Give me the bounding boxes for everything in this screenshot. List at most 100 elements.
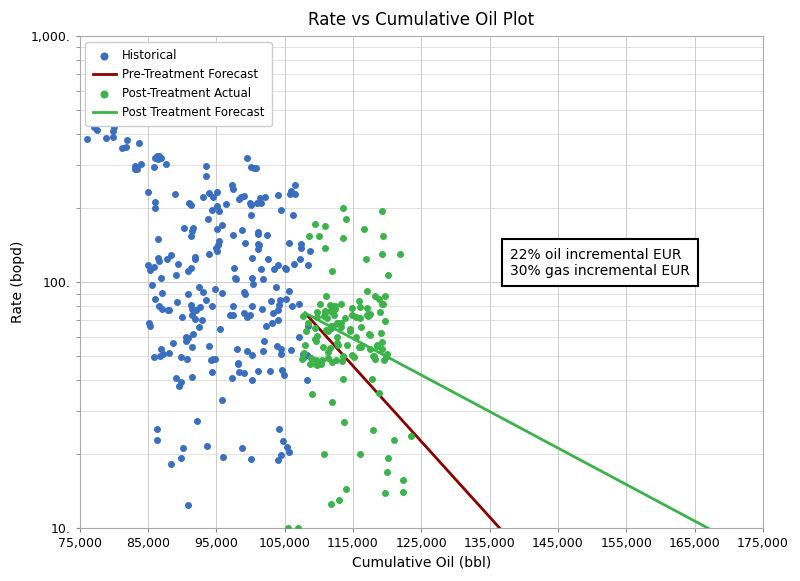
Post-Treatment Actual xyxy=(366,351,379,360)
Post-Treatment Actual xyxy=(405,432,418,441)
Historical xyxy=(154,274,167,283)
Historical xyxy=(200,171,213,181)
Post-Treatment Actual xyxy=(362,311,375,320)
Post-Treatment Actual xyxy=(378,356,390,365)
Post-Treatment Actual xyxy=(298,349,310,358)
Historical xyxy=(165,460,178,469)
Post-Treatment Actual xyxy=(382,453,394,462)
Historical xyxy=(210,246,223,255)
Post-Treatment Actual xyxy=(364,330,377,339)
Historical xyxy=(283,189,296,199)
Post-Treatment Actual xyxy=(330,318,343,328)
Historical xyxy=(253,241,266,250)
Historical xyxy=(149,153,162,163)
Historical xyxy=(210,202,223,211)
Historical xyxy=(272,315,285,325)
Post-Treatment Actual xyxy=(299,327,312,336)
Historical xyxy=(184,300,197,310)
Post-Treatment Actual xyxy=(359,255,372,264)
Post-Treatment Actual xyxy=(327,321,340,330)
Historical xyxy=(210,187,223,196)
Post-Treatment Actual xyxy=(340,485,353,494)
Post-Treatment Actual xyxy=(344,327,357,336)
Post-Treatment Actual xyxy=(364,309,377,318)
Historical xyxy=(208,284,221,293)
Historical xyxy=(202,215,214,224)
Post-Treatment Actual xyxy=(282,523,294,533)
Historical xyxy=(150,424,163,433)
Historical xyxy=(203,341,216,350)
Historical xyxy=(157,350,170,359)
Post Treatment Forecast xyxy=(300,310,310,317)
Historical xyxy=(131,164,144,173)
Post-Treatment Actual xyxy=(378,291,391,300)
Post-Treatment Actual xyxy=(310,308,323,317)
Historical xyxy=(148,262,161,271)
Post Treatment Forecast xyxy=(703,525,713,532)
Post-Treatment Actual xyxy=(314,299,327,309)
Post-Treatment Actual xyxy=(310,332,323,341)
Historical xyxy=(216,220,229,229)
Historical xyxy=(143,266,156,275)
Historical xyxy=(147,163,160,172)
Post-Treatment Actual xyxy=(369,354,382,364)
Post-Treatment Actual xyxy=(346,303,358,313)
Post-Treatment Actual xyxy=(378,489,391,498)
Historical xyxy=(266,319,278,328)
Post-Treatment Actual xyxy=(372,389,385,398)
Historical xyxy=(182,266,194,275)
Historical xyxy=(206,368,218,377)
Post-Treatment Actual xyxy=(292,523,305,533)
Historical xyxy=(152,152,165,161)
Post-Treatment Actual xyxy=(326,267,338,276)
Historical xyxy=(189,315,202,324)
Historical xyxy=(227,264,240,273)
Historical xyxy=(237,191,250,200)
Historical xyxy=(107,116,120,125)
Historical xyxy=(273,300,286,310)
Historical xyxy=(206,192,219,201)
Historical xyxy=(206,302,218,311)
Historical xyxy=(179,336,192,346)
Historical xyxy=(282,447,295,457)
Post-Treatment Actual xyxy=(323,343,336,352)
Post-Treatment Actual xyxy=(317,342,330,352)
Historical xyxy=(165,251,178,260)
Historical xyxy=(286,210,299,219)
Historical xyxy=(153,302,166,311)
Historical xyxy=(231,358,244,367)
Post-Treatment Actual xyxy=(346,311,358,320)
Historical xyxy=(255,198,268,207)
Historical xyxy=(173,382,186,391)
Historical xyxy=(174,352,187,361)
Historical xyxy=(184,200,197,210)
Historical xyxy=(282,238,295,248)
Historical xyxy=(254,193,267,202)
Historical xyxy=(155,288,168,297)
Post-Treatment Actual xyxy=(361,311,374,320)
Text: 22% oil incremental EUR
30% gas incremental EUR: 22% oil incremental EUR 30% gas incremen… xyxy=(510,248,690,278)
Historical xyxy=(90,125,103,135)
Historical xyxy=(268,265,281,274)
Post-Treatment Actual xyxy=(374,307,386,317)
Post-Treatment Actual xyxy=(335,356,348,365)
Historical xyxy=(84,102,97,111)
Post-Treatment Actual xyxy=(320,313,333,322)
Historical xyxy=(185,231,198,241)
Post-Treatment Actual xyxy=(326,301,339,310)
Legend: Historical, Pre-Treatment Forecast, Post-Treatment Actual, Post Treatment Foreca: Historical, Pre-Treatment Forecast, Post… xyxy=(86,42,272,126)
Historical xyxy=(288,259,301,268)
Historical xyxy=(238,309,250,318)
Historical xyxy=(186,224,199,233)
Post-Treatment Actual xyxy=(318,311,330,320)
Historical xyxy=(254,264,267,274)
Pre-Treatment Forecast xyxy=(300,310,310,317)
Historical xyxy=(283,286,296,296)
Post-Treatment Actual xyxy=(348,352,361,361)
Historical xyxy=(297,353,310,363)
Historical xyxy=(219,199,232,208)
Historical xyxy=(106,126,119,135)
Historical xyxy=(211,224,224,234)
Historical xyxy=(182,333,194,343)
Post-Treatment Actual xyxy=(311,360,324,370)
